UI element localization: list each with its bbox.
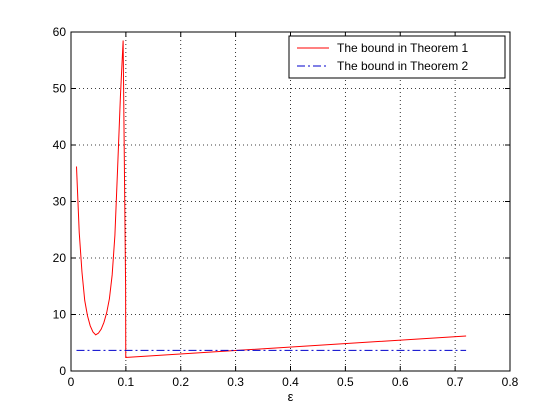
x-tick-label: 0.6 [392,375,409,389]
x-tick-label: 0.1 [118,375,135,389]
x-tick-label: 0.5 [337,375,354,389]
y-tick-label: 20 [53,251,67,265]
y-tick-label: 30 [53,195,67,209]
legend-label-1: The bound in Theorem 1 [337,41,469,55]
legend: The bound in Theorem 1 The bound in Theor… [288,35,506,79]
x-tick-labels: 0 0.1 0.2 0.3 0.4 0.5 0.6 0.7 0.8 [68,375,519,389]
y-tick-label: 60 [53,25,67,39]
legend-box [288,35,506,79]
x-axis-label: ε [288,389,294,404]
y-tick-labels: 0 10 20 30 40 50 60 [53,25,67,378]
grid-lines [71,32,510,371]
legend-label-2: The bound in Theorem 2 [337,59,469,73]
x-tick-label: 0.7 [447,375,464,389]
series-layer [75,40,467,358]
y-tick-label: 0 [59,364,66,378]
x-tick-label: 0.3 [227,375,244,389]
x-tick-label: 0.4 [282,375,299,389]
y-tick-label: 10 [53,308,67,322]
y-tick-label: 40 [53,138,67,152]
x-tick-label: 0 [68,375,75,389]
x-tick-label: 0.8 [502,375,519,389]
series-line-1 [75,40,467,358]
y-tick-label: 50 [53,82,67,96]
x-tick-label: 0.2 [172,375,189,389]
